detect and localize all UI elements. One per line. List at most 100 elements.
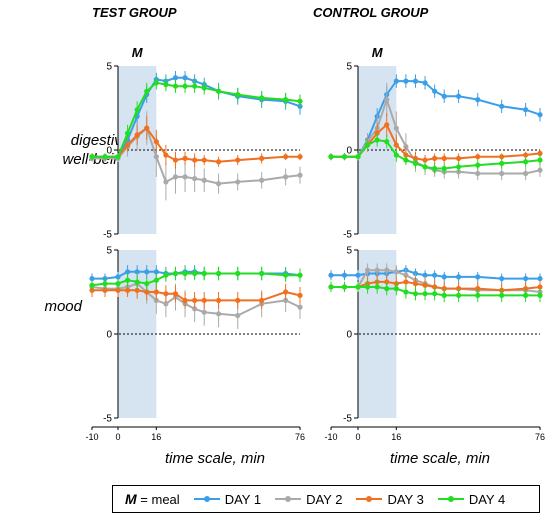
- legend-item-day-2: DAY 2: [275, 492, 342, 507]
- y-tick-label-test-digestive-1: 0: [106, 146, 112, 157]
- data-point-test-digestive-3-2: [115, 154, 121, 160]
- data-point-control-mood-3-3: [364, 284, 371, 290]
- data-point-test-digestive-2-10: [192, 157, 198, 163]
- data-point-control-digestive-3-2: [355, 154, 361, 160]
- data-point-test-mood-0-0: [89, 275, 95, 282]
- panel-test-mood: 50-5-10 0 16 76: [85, 246, 305, 443]
- test-group-title: TEST GROUP: [92, 5, 177, 20]
- data-point-test-digestive-2-3: [124, 142, 131, 148]
- data-point-control-digestive-2-16: [537, 150, 543, 156]
- data-point-control-digestive-3-13: [475, 162, 481, 168]
- data-point-test-digestive-3-0: [89, 154, 95, 160]
- data-point-test-mood-0-3: [124, 269, 131, 275]
- data-point-test-mood-3-13: [235, 270, 241, 277]
- data-point-test-digestive-1-6: [153, 154, 159, 160]
- data-point-test-digestive-2-14: [259, 155, 265, 161]
- data-point-test-digestive-3-8: [172, 83, 179, 89]
- data-point-test-digestive-3-11: [201, 85, 207, 91]
- data-point-test-mood-2-5: [144, 289, 150, 295]
- data-point-test-digestive-3-7: [163, 81, 169, 88]
- legend-item-day-3: DAY 3: [356, 492, 424, 507]
- data-point-test-digestive-3-12: [215, 88, 222, 94]
- data-point-control-digestive-3-7: [403, 157, 409, 163]
- series-test-digestive-3: [89, 76, 303, 161]
- data-point-control-digestive-3-5: [384, 139, 390, 145]
- data-point-control-digestive-2-13: [475, 154, 481, 160]
- data-point-control-digestive-1-15: [523, 170, 529, 177]
- data-point-test-mood-2-15: [283, 289, 289, 295]
- data-point-control-digestive-2-14: [499, 154, 505, 160]
- x-tick-label-control-mood-3: 76: [535, 432, 545, 442]
- x-tick-label-test-mood-3: 76: [295, 432, 305, 442]
- data-point-control-mood-3-12: [455, 292, 462, 298]
- data-point-control-mood-3-14: [499, 292, 505, 298]
- data-point-test-digestive-1-16: [297, 172, 303, 178]
- data-point-test-mood-0-4: [134, 269, 140, 275]
- data-point-test-digestive-3-15: [283, 97, 289, 103]
- row-label-well-being: well-being: [62, 151, 130, 168]
- data-point-test-digestive-1-8: [172, 174, 179, 180]
- data-point-test-digestive-2-5: [144, 125, 150, 131]
- y-tick-label-control-mood-2: -5: [343, 414, 352, 425]
- series-test-mood-3: [89, 266, 303, 291]
- data-point-test-digestive-3-16: [297, 98, 303, 104]
- data-point-control-mood-3-5: [384, 286, 390, 292]
- data-point-control-digestive-0-15: [523, 107, 529, 113]
- data-point-test-mood-2-4: [134, 287, 140, 293]
- legend-swatch-day-1: [193, 496, 220, 502]
- row-label-digestive: digestive: [71, 132, 130, 149]
- data-point-test-mood-2-16: [297, 292, 303, 298]
- data-point-test-mood-2-3: [124, 287, 131, 293]
- data-point-control-mood-0-0: [328, 272, 334, 278]
- data-point-test-digestive-1-13: [235, 179, 241, 185]
- data-point-test-mood-2-1: [102, 287, 108, 293]
- data-point-test-digestive-3-10: [192, 83, 198, 89]
- data-point-test-digestive-1-7: [163, 179, 169, 185]
- data-point-control-mood-2-9: [422, 282, 428, 288]
- data-point-test-mood-3-1: [102, 281, 108, 287]
- y-tick-label-test-digestive-2: -5: [103, 230, 112, 241]
- data-point-test-mood-1-12: [215, 311, 222, 317]
- data-point-control-digestive-1-16: [537, 167, 543, 173]
- data-point-control-digestive-3-11: [441, 165, 447, 172]
- legend-item-day-1: DAY 1: [193, 492, 261, 507]
- data-point-control-digestive-1-7: [403, 144, 409, 150]
- panel-control-mood: 50-5-10 0 16 76: [324, 246, 545, 443]
- data-point-control-digestive-2-6: [393, 142, 399, 148]
- data-point-test-digestive-1-12: [215, 181, 222, 187]
- legend-swatch-day-3: [356, 496, 383, 502]
- data-point-control-digestive-0-12: [455, 93, 462, 99]
- data-point-test-mood-3-16: [297, 272, 303, 278]
- data-point-test-digestive-1-11: [201, 177, 207, 183]
- legend-item-day-4: DAY 4: [437, 492, 505, 507]
- data-point-control-mood-0-9: [422, 272, 428, 278]
- data-point-test-mood-0-5: [144, 269, 150, 275]
- data-point-control-digestive-3-9: [422, 164, 428, 170]
- data-point-test-mood-3-5: [144, 281, 150, 287]
- data-point-control-mood-0-11: [441, 274, 447, 280]
- data-point-control-digestive-0-10: [432, 88, 438, 94]
- data-point-control-digestive-0-6: [393, 78, 399, 84]
- data-point-test-digestive-2-8: [172, 157, 179, 163]
- data-point-control-digestive-2-12: [455, 155, 462, 161]
- data-point-test-mood-3-0: [89, 282, 95, 288]
- data-point-test-mood-2-7: [163, 291, 169, 297]
- data-point-control-mood-0-2: [355, 272, 361, 278]
- data-point-control-mood-3-1: [341, 284, 348, 290]
- data-point-control-mood-2-8: [412, 281, 419, 287]
- data-point-test-mood-3-4: [134, 279, 140, 285]
- data-point-test-mood-3-11: [201, 270, 207, 277]
- x-tick-label-test-mood-2: 16: [151, 432, 161, 442]
- data-point-control-mood-0-15: [523, 275, 529, 282]
- data-point-control-digestive-3-3: [364, 142, 371, 148]
- data-point-test-mood-2-11: [201, 297, 207, 303]
- data-point-test-digestive-2-6: [153, 139, 159, 145]
- data-point-test-digestive-2-15: [283, 154, 289, 160]
- data-point-control-digestive-0-11: [441, 93, 447, 99]
- data-point-control-digestive-3-6: [393, 152, 399, 158]
- data-point-test-mood-2-10: [192, 297, 198, 303]
- data-point-test-mood-0-2: [115, 274, 121, 280]
- data-point-test-digestive-0-8: [172, 75, 179, 81]
- data-point-test-digestive-1-14: [259, 177, 265, 183]
- control-group-title: CONTROL GROUP: [313, 5, 429, 20]
